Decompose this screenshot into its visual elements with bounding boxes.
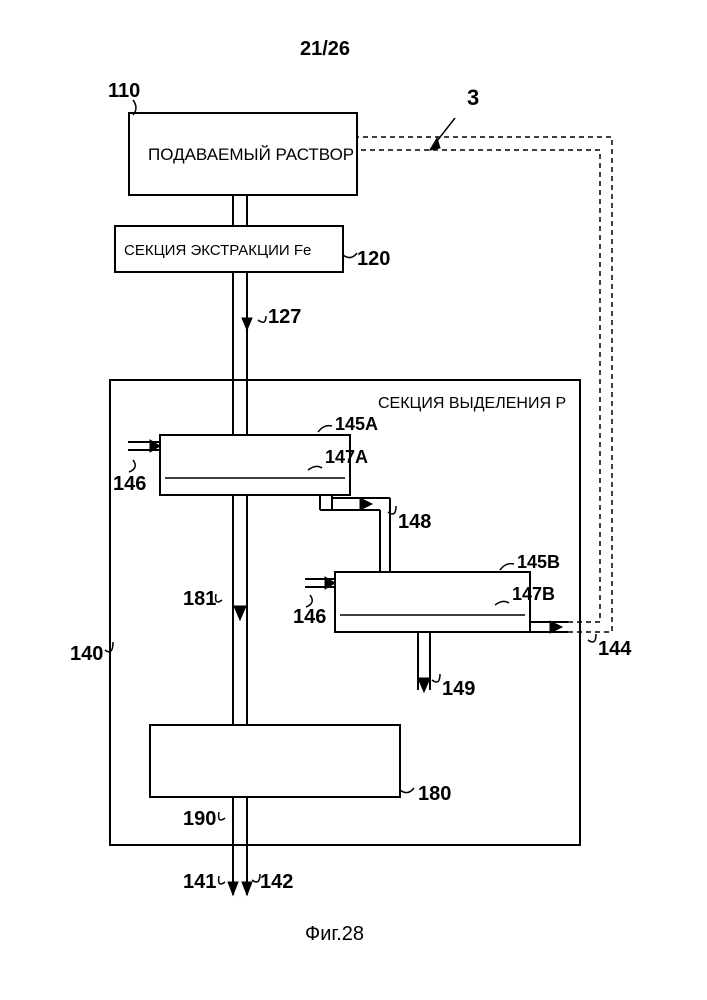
ref-145A: 145A [335, 414, 378, 434]
page-number: 21/26 [300, 38, 350, 60]
upper-tank-outer [160, 435, 350, 495]
ref-144: 144 [598, 638, 632, 660]
ref-146-upper: 146 [113, 473, 146, 495]
ref-181: 181 [183, 588, 216, 610]
ref-148: 148 [398, 511, 431, 533]
ref-142: 142 [260, 871, 293, 893]
ref-190: 190 [183, 808, 216, 830]
fe-extraction-label: СЕКЦИЯ ЭКСТРАКЦИИ Fe [124, 242, 311, 259]
ref-127: 127 [268, 306, 301, 328]
ref-180: 180 [418, 783, 451, 805]
ref-147B: 147B [512, 584, 555, 604]
box-180 [150, 725, 400, 797]
ref-110: 110 [108, 80, 140, 102]
ref-141: 141 [183, 871, 216, 893]
ref-147A: 147A [325, 447, 368, 467]
feed-box-label: ПОДАВАЕМЫЙ РАСТВОР [148, 145, 354, 164]
p-section-title: СЕКЦИЯ ВЫДЕЛЕНИЯ P [378, 395, 566, 412]
diagram-canvas: 21/26 3 ПОДАВАЕМЫЙ РАСТВОР 110 СЕКЦИЯ ЭК… [0, 0, 707, 1000]
ref-149: 149 [442, 678, 475, 700]
ref-145B: 145B [517, 552, 560, 572]
figure-caption: Фиг.28 [305, 923, 364, 945]
ref-120: 120 [357, 248, 390, 270]
ref-3: 3 [467, 85, 479, 110]
ref-146-lower: 146 [293, 606, 326, 628]
ref-140: 140 [70, 643, 103, 665]
